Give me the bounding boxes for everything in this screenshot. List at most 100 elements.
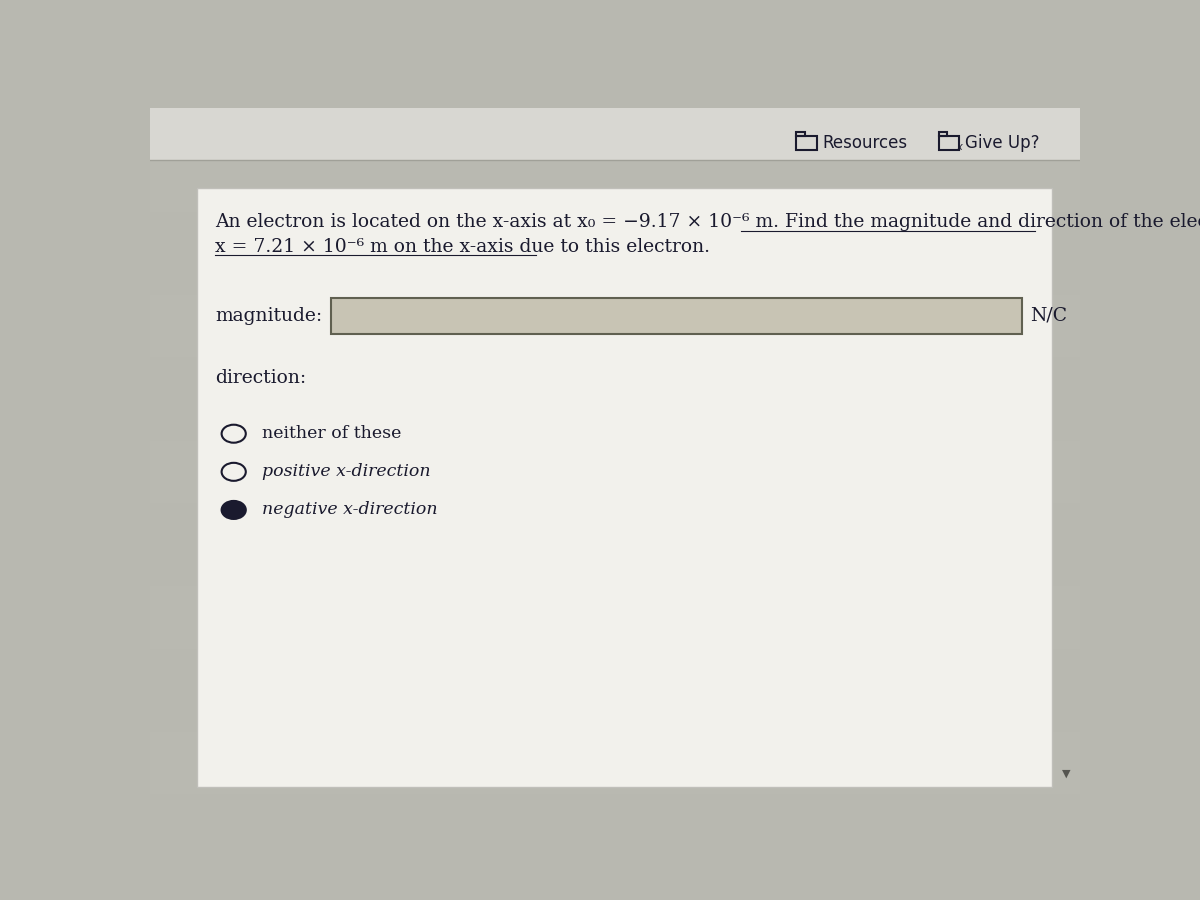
Bar xyxy=(150,219,1080,226)
Bar xyxy=(150,164,1080,170)
Bar xyxy=(150,212,1080,219)
Bar xyxy=(150,773,1080,780)
Bar xyxy=(150,767,1080,773)
Bar xyxy=(150,288,1080,295)
Bar xyxy=(150,260,1080,267)
Bar xyxy=(150,344,1080,351)
Bar xyxy=(150,490,1080,496)
Bar xyxy=(150,531,1080,537)
Bar xyxy=(150,552,1080,558)
Bar xyxy=(150,372,1080,378)
Bar xyxy=(150,628,1080,634)
Bar xyxy=(150,745,1080,752)
Bar xyxy=(150,600,1080,607)
Bar xyxy=(150,718,1080,724)
Bar xyxy=(150,149,1080,157)
Bar xyxy=(150,267,1080,274)
Bar xyxy=(150,788,1080,794)
Bar xyxy=(150,177,1080,184)
Bar xyxy=(150,254,1080,260)
Bar xyxy=(150,399,1080,406)
Bar xyxy=(150,621,1080,628)
Bar xyxy=(150,143,1080,149)
Text: Resources: Resources xyxy=(822,133,907,151)
Text: An electron is located on the x-axis at x₀ = −9.17 × 10⁻⁶ m. Find the magnitude : An electron is located on the x-axis at … xyxy=(215,213,1200,231)
Bar xyxy=(150,732,1080,739)
Bar xyxy=(150,419,1080,427)
Bar xyxy=(150,607,1080,614)
Text: x = 7.21 × 10⁻⁶ m on the x-axis due to this electron.: x = 7.21 × 10⁻⁶ m on the x-axis due to t… xyxy=(215,238,710,256)
Bar xyxy=(150,205,1080,212)
Bar xyxy=(150,794,1080,801)
Text: direction:: direction: xyxy=(215,369,306,387)
Bar xyxy=(150,614,1080,621)
Bar xyxy=(150,468,1080,475)
Bar xyxy=(150,239,1080,247)
Bar xyxy=(150,537,1080,544)
Bar xyxy=(150,364,1080,372)
FancyBboxPatch shape xyxy=(150,108,1080,160)
Bar xyxy=(150,704,1080,711)
Bar xyxy=(150,724,1080,732)
Bar xyxy=(150,441,1080,447)
Bar xyxy=(150,586,1080,593)
Bar xyxy=(150,760,1080,767)
Bar xyxy=(150,482,1080,490)
Bar xyxy=(150,274,1080,281)
Bar xyxy=(150,698,1080,704)
Bar xyxy=(150,655,1080,662)
Bar xyxy=(150,447,1080,454)
Bar xyxy=(150,392,1080,399)
Bar xyxy=(150,323,1080,329)
Bar xyxy=(150,122,1080,129)
Bar xyxy=(150,690,1080,697)
Bar xyxy=(150,357,1080,364)
Text: negative x-direction: negative x-direction xyxy=(262,501,437,518)
Bar xyxy=(150,593,1080,600)
Bar xyxy=(150,649,1080,655)
Bar xyxy=(150,302,1080,309)
Bar xyxy=(150,316,1080,323)
Bar xyxy=(150,544,1080,552)
Bar xyxy=(150,662,1080,670)
Bar xyxy=(150,170,1080,177)
Bar xyxy=(150,517,1080,524)
Bar xyxy=(150,281,1080,288)
Bar xyxy=(150,634,1080,642)
Bar xyxy=(150,572,1080,580)
Bar xyxy=(150,129,1080,136)
Bar xyxy=(150,184,1080,191)
Bar xyxy=(150,295,1080,302)
Bar xyxy=(150,780,1080,788)
Bar xyxy=(150,454,1080,462)
Bar xyxy=(150,752,1080,760)
Bar xyxy=(150,670,1080,676)
Bar xyxy=(150,739,1080,745)
Text: Give Up?: Give Up? xyxy=(965,133,1039,151)
Bar xyxy=(150,496,1080,503)
Bar xyxy=(150,434,1080,441)
Bar xyxy=(150,198,1080,205)
Text: neither of these: neither of these xyxy=(262,425,401,442)
Bar xyxy=(150,337,1080,344)
Text: N/C: N/C xyxy=(1030,307,1067,325)
Bar xyxy=(150,191,1080,198)
Bar xyxy=(150,676,1080,683)
Text: x: x xyxy=(956,141,962,152)
Bar xyxy=(150,524,1080,531)
Bar xyxy=(150,565,1080,572)
Bar xyxy=(150,108,1080,115)
Bar xyxy=(150,510,1080,517)
Bar xyxy=(150,503,1080,510)
Bar xyxy=(150,427,1080,434)
Bar xyxy=(150,683,1080,690)
Bar xyxy=(150,413,1080,419)
Bar xyxy=(150,558,1080,565)
Bar xyxy=(150,329,1080,337)
Circle shape xyxy=(222,501,246,519)
Bar xyxy=(150,351,1080,357)
Bar xyxy=(150,580,1080,586)
Bar xyxy=(150,462,1080,468)
Bar xyxy=(150,406,1080,413)
Bar xyxy=(150,115,1080,122)
